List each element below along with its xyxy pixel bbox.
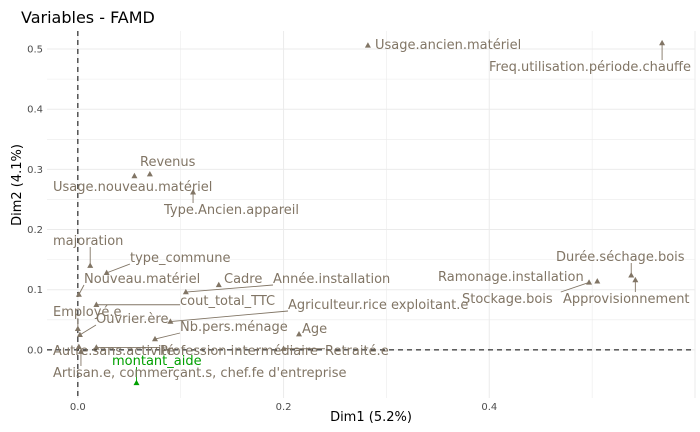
- y-tick-label: 0.3: [27, 165, 43, 176]
- label-connector: [79, 324, 97, 336]
- x-tick-label: 0.4: [481, 402, 497, 413]
- point-label: Autre.sans.activité: [53, 344, 175, 359]
- point-label: Employé.e: [53, 305, 122, 320]
- data-point: [152, 335, 158, 342]
- data-point: [280, 345, 287, 351]
- data-point: [659, 39, 666, 46]
- data-point: [296, 331, 302, 337]
- y-tick-label: 0.1: [27, 285, 43, 296]
- point-label: cout_total_TTC: [180, 294, 275, 309]
- point-label: majoration: [53, 234, 123, 249]
- y-tick-label: 0.0: [27, 345, 43, 356]
- data-point: [75, 291, 82, 297]
- point-label: Cadre: [224, 272, 262, 287]
- reference-lines: [47, 31, 695, 398]
- point-label: Usage.nouveau.matériel: [53, 180, 212, 195]
- point-label: Age: [302, 322, 327, 337]
- point-label: type_commune: [130, 251, 230, 266]
- point-label: Ouvrier.ère: [96, 312, 168, 327]
- point-label: Usage.ancien.matériel: [375, 38, 521, 53]
- data-point: [133, 379, 140, 386]
- data-point: [103, 269, 110, 276]
- point-label: Profession intermédiaire: [160, 344, 318, 359]
- point-label: Artisan.e, commerçant.s, chef.fe d'entre…: [53, 366, 346, 381]
- x-tick-label: 0.2: [276, 402, 292, 413]
- data-point: [594, 278, 601, 284]
- point-label: Nouveau.matériel: [84, 272, 200, 287]
- data-point: [586, 279, 593, 285]
- point-label: Stockage.bois: [462, 292, 553, 307]
- label-connector: [560, 282, 590, 293]
- chart-title: Variables - FAMD: [21, 8, 155, 27]
- point-label: Revenus: [140, 155, 196, 170]
- label-connector: [106, 263, 131, 274]
- data-point: [93, 301, 100, 307]
- grid: [47, 31, 696, 398]
- tick-labels: 0.0 0.2 0.4 0.0 0.1 0.2 0.3 0.4 0.5: [27, 45, 497, 413]
- point-label: montant_aide: [112, 354, 202, 369]
- points: [74, 39, 666, 386]
- data-point: [87, 262, 94, 268]
- point-label: Durée.séchage.bois: [556, 250, 685, 265]
- y-axis-title: Dim2 (4.1%): [10, 144, 25, 226]
- data-point: [146, 170, 153, 177]
- point-label: Agriculteur.rice exploitant.e: [288, 298, 468, 313]
- label-connector: [185, 284, 274, 293]
- x-axis-title: Dim1 (5.2%): [330, 410, 412, 425]
- point-labels: Usage.ancien.matériel Freq.utilisation.pé…: [53, 38, 691, 381]
- point-label: Retraité.e: [325, 344, 389, 359]
- label-connector: [170, 310, 289, 323]
- data-point: [628, 272, 635, 278]
- data-point: [364, 42, 371, 48]
- data-point: [93, 344, 100, 350]
- label-connectors: [77, 43, 663, 383]
- data-point: [75, 343, 82, 350]
- label-connector: [154, 332, 181, 340]
- data-point: [74, 325, 81, 332]
- data-point: [76, 331, 83, 338]
- data-point: [182, 288, 189, 295]
- data-point: [215, 281, 222, 288]
- point-label: Année.installation: [273, 272, 390, 287]
- data-point: [190, 189, 197, 195]
- point-label: Ramonage.installation: [438, 270, 584, 285]
- x-tick-label: 0.0: [70, 402, 86, 413]
- data-point: [77, 348, 84, 354]
- point-label: Freq.utilisation.période.chauffe: [489, 60, 691, 75]
- data-point: [167, 318, 174, 324]
- point-label: Nb.pers.ménage: [180, 320, 288, 335]
- data-point: [131, 172, 138, 179]
- point-label: Type.Ancien.appareil: [163, 203, 299, 218]
- y-tick-label: 0.4: [27, 105, 43, 116]
- y-tick-label: 0.5: [27, 45, 43, 56]
- point-label: Approvisionnement: [563, 292, 690, 307]
- data-point: [632, 276, 639, 283]
- y-tick-label: 0.2: [27, 225, 43, 236]
